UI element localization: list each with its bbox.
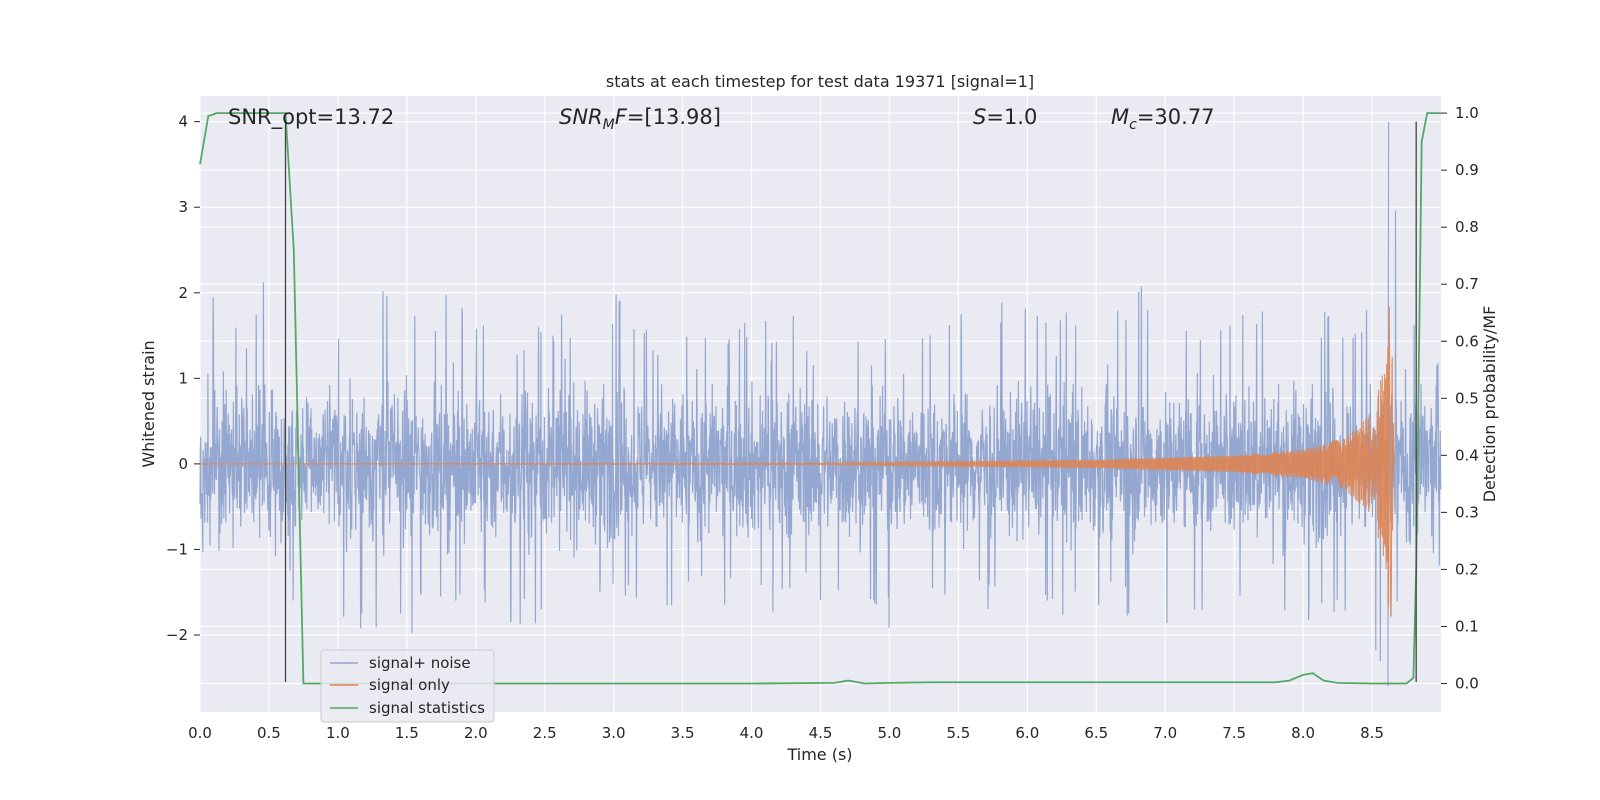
y-right-tick-label: 0.5: [1455, 389, 1479, 407]
x-tick-label: 6.0: [1015, 724, 1039, 742]
y-tick-label: 3: [178, 198, 188, 216]
y-right-tick-label: 0.0: [1455, 674, 1479, 692]
x-tick-label: 4.0: [740, 724, 764, 742]
y-right-tick-label: 0.7: [1455, 275, 1479, 293]
x-tick-label: 2.0: [464, 724, 488, 742]
series-signal-statistics: [199, 112, 1441, 685]
y-right-tick-label: 0.8: [1455, 218, 1479, 236]
y-tick-label: −1: [166, 540, 188, 558]
y-axis-right: 1.0 0.9 0.8 0.7 0.6 0.5 0.4 0.3 0.2 0.1 0.0: [1441, 104, 1479, 692]
annotation-snr-mf: SNRMF=[13.98]: [559, 105, 721, 133]
y-right-tick-label: 0.3: [1455, 503, 1479, 521]
y-right-tick-label: 0.2: [1455, 560, 1479, 578]
x-tick-label: 7.5: [1222, 724, 1246, 742]
x-axis: 0.0 0.5 1.0 1.5 2.0 2.5 3.0 3.5 4.0 4.5 5.0 5.5 6.0 6…: [188, 724, 1384, 742]
legend: signal+ noise signal only signal statist…: [320, 649, 495, 723]
y-right-tick-label: 0.4: [1455, 446, 1479, 464]
x-tick-label: 5.5: [946, 724, 970, 742]
x-tick-label: 0.0: [188, 724, 212, 742]
y-axis-left: 4 3 2 1 0 −1 −2: [166, 113, 200, 644]
y-right-tick-label: 1.0: [1455, 104, 1479, 122]
y-right-tick-label: 0.6: [1455, 332, 1479, 350]
x-tick-label: 7.0: [1153, 724, 1177, 742]
legend-label-signal-only: signal only: [369, 676, 450, 694]
y-tick-label: 1: [178, 369, 188, 387]
y-axis-label: Whitened strain: [139, 340, 158, 467]
series-signal-only: [200, 306, 1395, 619]
y-axis-right-label: Detection probability/MF: [1480, 306, 1499, 503]
x-tick-label: 5.0: [878, 724, 902, 742]
x-tick-label: 1.5: [395, 724, 419, 742]
x-tick-label: 3.5: [671, 724, 695, 742]
y-tick-label: 4: [178, 113, 188, 131]
chart-title: stats at each timestep for test data 193…: [606, 72, 1034, 91]
x-tick-label: 4.5: [809, 724, 833, 742]
x-axis-label: Time (s): [786, 745, 852, 764]
legend-label-signal-statistics: signal statistics: [369, 699, 485, 717]
x-tick-label: 6.5: [1084, 724, 1108, 742]
data-layer: [199, 112, 1442, 687]
y-right-tick-label: 0.9: [1455, 161, 1479, 179]
y-right-tick-label: 0.1: [1455, 617, 1479, 635]
x-tick-label: 0.5: [257, 724, 281, 742]
legend-label-signal-noise: signal+ noise: [369, 654, 471, 672]
y-tick-label: 2: [178, 284, 188, 302]
x-tick-label: 8.0: [1291, 724, 1315, 742]
annotation-mc: Mc=30.77: [1111, 105, 1215, 133]
annotation-snr-opt: SNR_opt=13.72: [228, 105, 394, 130]
y-tick-label: 0: [178, 455, 188, 473]
x-tick-label: 8.5: [1360, 724, 1384, 742]
legend-box: [320, 649, 495, 723]
annotation-s: S=1.0: [973, 105, 1037, 129]
x-tick-label: 1.0: [326, 724, 350, 742]
x-tick-label: 2.5: [533, 724, 557, 742]
x-tick-label: 3.0: [602, 724, 626, 742]
y-tick-label: −2: [166, 626, 188, 644]
